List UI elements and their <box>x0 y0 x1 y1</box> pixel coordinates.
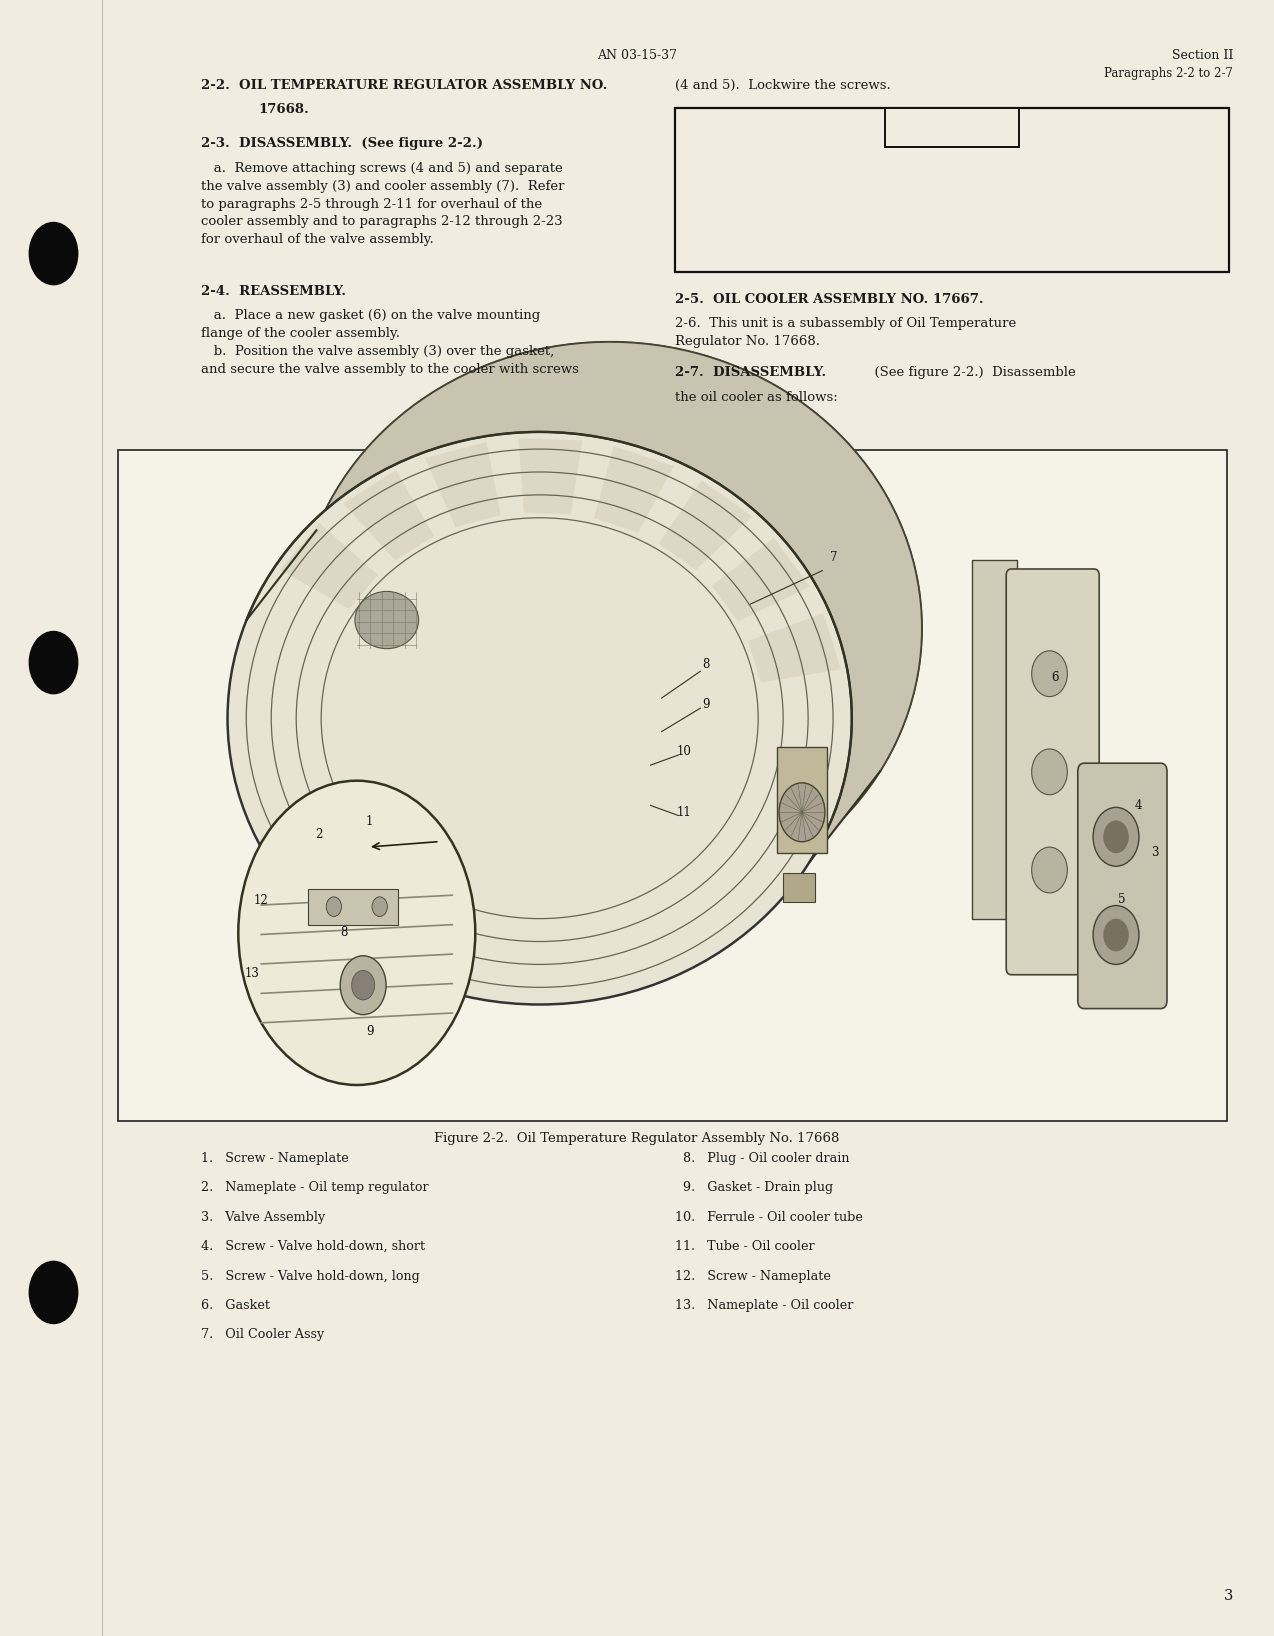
Text: 7: 7 <box>829 551 837 564</box>
FancyBboxPatch shape <box>1006 569 1099 975</box>
Bar <box>972 560 1017 919</box>
Polygon shape <box>712 538 810 622</box>
Bar <box>675 108 1229 272</box>
Circle shape <box>778 784 826 843</box>
Text: 9: 9 <box>702 699 710 712</box>
Circle shape <box>29 222 78 285</box>
Polygon shape <box>246 342 922 861</box>
Circle shape <box>1093 906 1139 965</box>
Text: 8.   Plug - Oil cooler drain: 8. Plug - Oil cooler drain <box>675 1152 850 1165</box>
Polygon shape <box>343 471 434 560</box>
Text: 6.   Gasket: 6. Gasket <box>201 1299 270 1312</box>
Ellipse shape <box>355 592 419 648</box>
Text: Section II: Section II <box>1172 49 1233 62</box>
Circle shape <box>1103 919 1129 952</box>
Text: 3: 3 <box>1224 1589 1233 1603</box>
Text: the oil cooler as follows:: the oil cooler as follows: <box>675 391 838 404</box>
Text: 2-4.  REASSEMBLY.: 2-4. REASSEMBLY. <box>201 285 347 298</box>
Circle shape <box>1103 820 1129 854</box>
Text: 9.   Gasket - Drain plug: 9. Gasket - Drain plug <box>675 1181 833 1194</box>
Text: Protect the assembly from internal contamina-
tion by sealing the openings in th: Protect the assembly from internal conta… <box>691 160 999 208</box>
Polygon shape <box>659 481 752 569</box>
Circle shape <box>29 1261 78 1324</box>
Circle shape <box>352 970 375 1000</box>
Text: 11: 11 <box>676 805 691 818</box>
Text: 5.   Screw - Valve hold-down, long: 5. Screw - Valve hold-down, long <box>201 1270 420 1283</box>
Bar <box>776 748 828 854</box>
Text: 3: 3 <box>1152 846 1158 859</box>
Text: 1.   Screw - Nameplate: 1. Screw - Nameplate <box>201 1152 349 1165</box>
Text: 11.   Tube - Oil cooler: 11. Tube - Oil cooler <box>675 1240 815 1253</box>
Text: CAUTION: CAUTION <box>919 118 986 131</box>
Text: 8: 8 <box>702 658 710 671</box>
Text: 17668.: 17668. <box>259 103 310 116</box>
Text: 2-6.  This unit is a subassembly of Oil Temperature
Regulator No. 17668.: 2-6. This unit is a subassembly of Oil T… <box>675 317 1017 348</box>
Text: 4.   Screw - Valve hold-down, short: 4. Screw - Valve hold-down, short <box>201 1240 426 1253</box>
Text: 10.   Ferrule - Oil cooler tube: 10. Ferrule - Oil cooler tube <box>675 1211 862 1224</box>
Text: 3.   Valve Assembly: 3. Valve Assembly <box>201 1211 326 1224</box>
Bar <box>782 874 815 903</box>
Text: 1: 1 <box>366 815 373 828</box>
Text: 12.   Screw - Nameplate: 12. Screw - Nameplate <box>675 1270 831 1283</box>
Text: 8: 8 <box>340 926 348 939</box>
Text: 7.   Oil Cooler Assy: 7. Oil Cooler Assy <box>201 1328 325 1342</box>
Text: 2-2.  OIL TEMPERATURE REGULATOR ASSEMBLY NO.: 2-2. OIL TEMPERATURE REGULATOR ASSEMBLY … <box>201 79 608 92</box>
Circle shape <box>1032 749 1068 795</box>
Text: Paragraphs 2-2 to 2-7: Paragraphs 2-2 to 2-7 <box>1105 67 1233 80</box>
Bar <box>885 108 1019 147</box>
Bar <box>118 450 1227 1121</box>
Text: 12: 12 <box>254 893 269 906</box>
Text: 13: 13 <box>245 967 260 980</box>
Text: (See figure 2-2.)  Disassemble: (See figure 2-2.) Disassemble <box>866 366 1077 380</box>
Text: 2-3.  DISASSEMBLY.  (See figure 2-2.): 2-3. DISASSEMBLY. (See figure 2-2.) <box>201 137 483 151</box>
Text: Figure 2-2.  Oil Temperature Regulator Assembly No. 17668: Figure 2-2. Oil Temperature Regulator As… <box>434 1132 840 1145</box>
Text: 10: 10 <box>676 746 692 757</box>
FancyBboxPatch shape <box>1078 762 1167 1008</box>
Circle shape <box>372 897 387 916</box>
Text: 2-5.  OIL COOLER ASSEMBLY NO. 17667.: 2-5. OIL COOLER ASSEMBLY NO. 17667. <box>675 293 984 306</box>
Text: 2-7.  DISASSEMBLY.: 2-7. DISASSEMBLY. <box>675 366 827 380</box>
Polygon shape <box>748 614 841 682</box>
Text: (4 and 5).  Lockwire the screws.: (4 and 5). Lockwire the screws. <box>675 79 891 92</box>
Ellipse shape <box>228 432 852 1005</box>
Bar <box>308 888 397 924</box>
Text: 2.   Nameplate - Oil temp regulator: 2. Nameplate - Oil temp regulator <box>201 1181 429 1194</box>
Text: a.  Remove attaching screws (4 and 5) and separate
the valve assembly (3) and co: a. Remove attaching screws (4 and 5) and… <box>201 162 564 245</box>
Circle shape <box>238 780 475 1085</box>
Circle shape <box>29 631 78 694</box>
Text: 9: 9 <box>366 1024 373 1037</box>
Text: AN 03-15-37: AN 03-15-37 <box>598 49 676 62</box>
Polygon shape <box>519 438 582 514</box>
Circle shape <box>1032 847 1068 893</box>
Ellipse shape <box>298 342 922 915</box>
Polygon shape <box>426 442 501 527</box>
Text: a.  Place a new gasket (6) on the valve mounting
flange of the cooler assembly.
: a. Place a new gasket (6) on the valve m… <box>201 309 580 376</box>
Circle shape <box>1032 651 1068 697</box>
Text: 2: 2 <box>315 828 322 841</box>
Polygon shape <box>594 447 674 533</box>
Text: 5: 5 <box>1117 893 1125 906</box>
Circle shape <box>326 897 341 916</box>
Text: 4: 4 <box>1134 798 1142 811</box>
Text: 6: 6 <box>1051 671 1059 684</box>
Circle shape <box>1093 807 1139 867</box>
Circle shape <box>340 955 386 1014</box>
Polygon shape <box>280 524 378 609</box>
Text: 13.   Nameplate - Oil cooler: 13. Nameplate - Oil cooler <box>675 1299 854 1312</box>
